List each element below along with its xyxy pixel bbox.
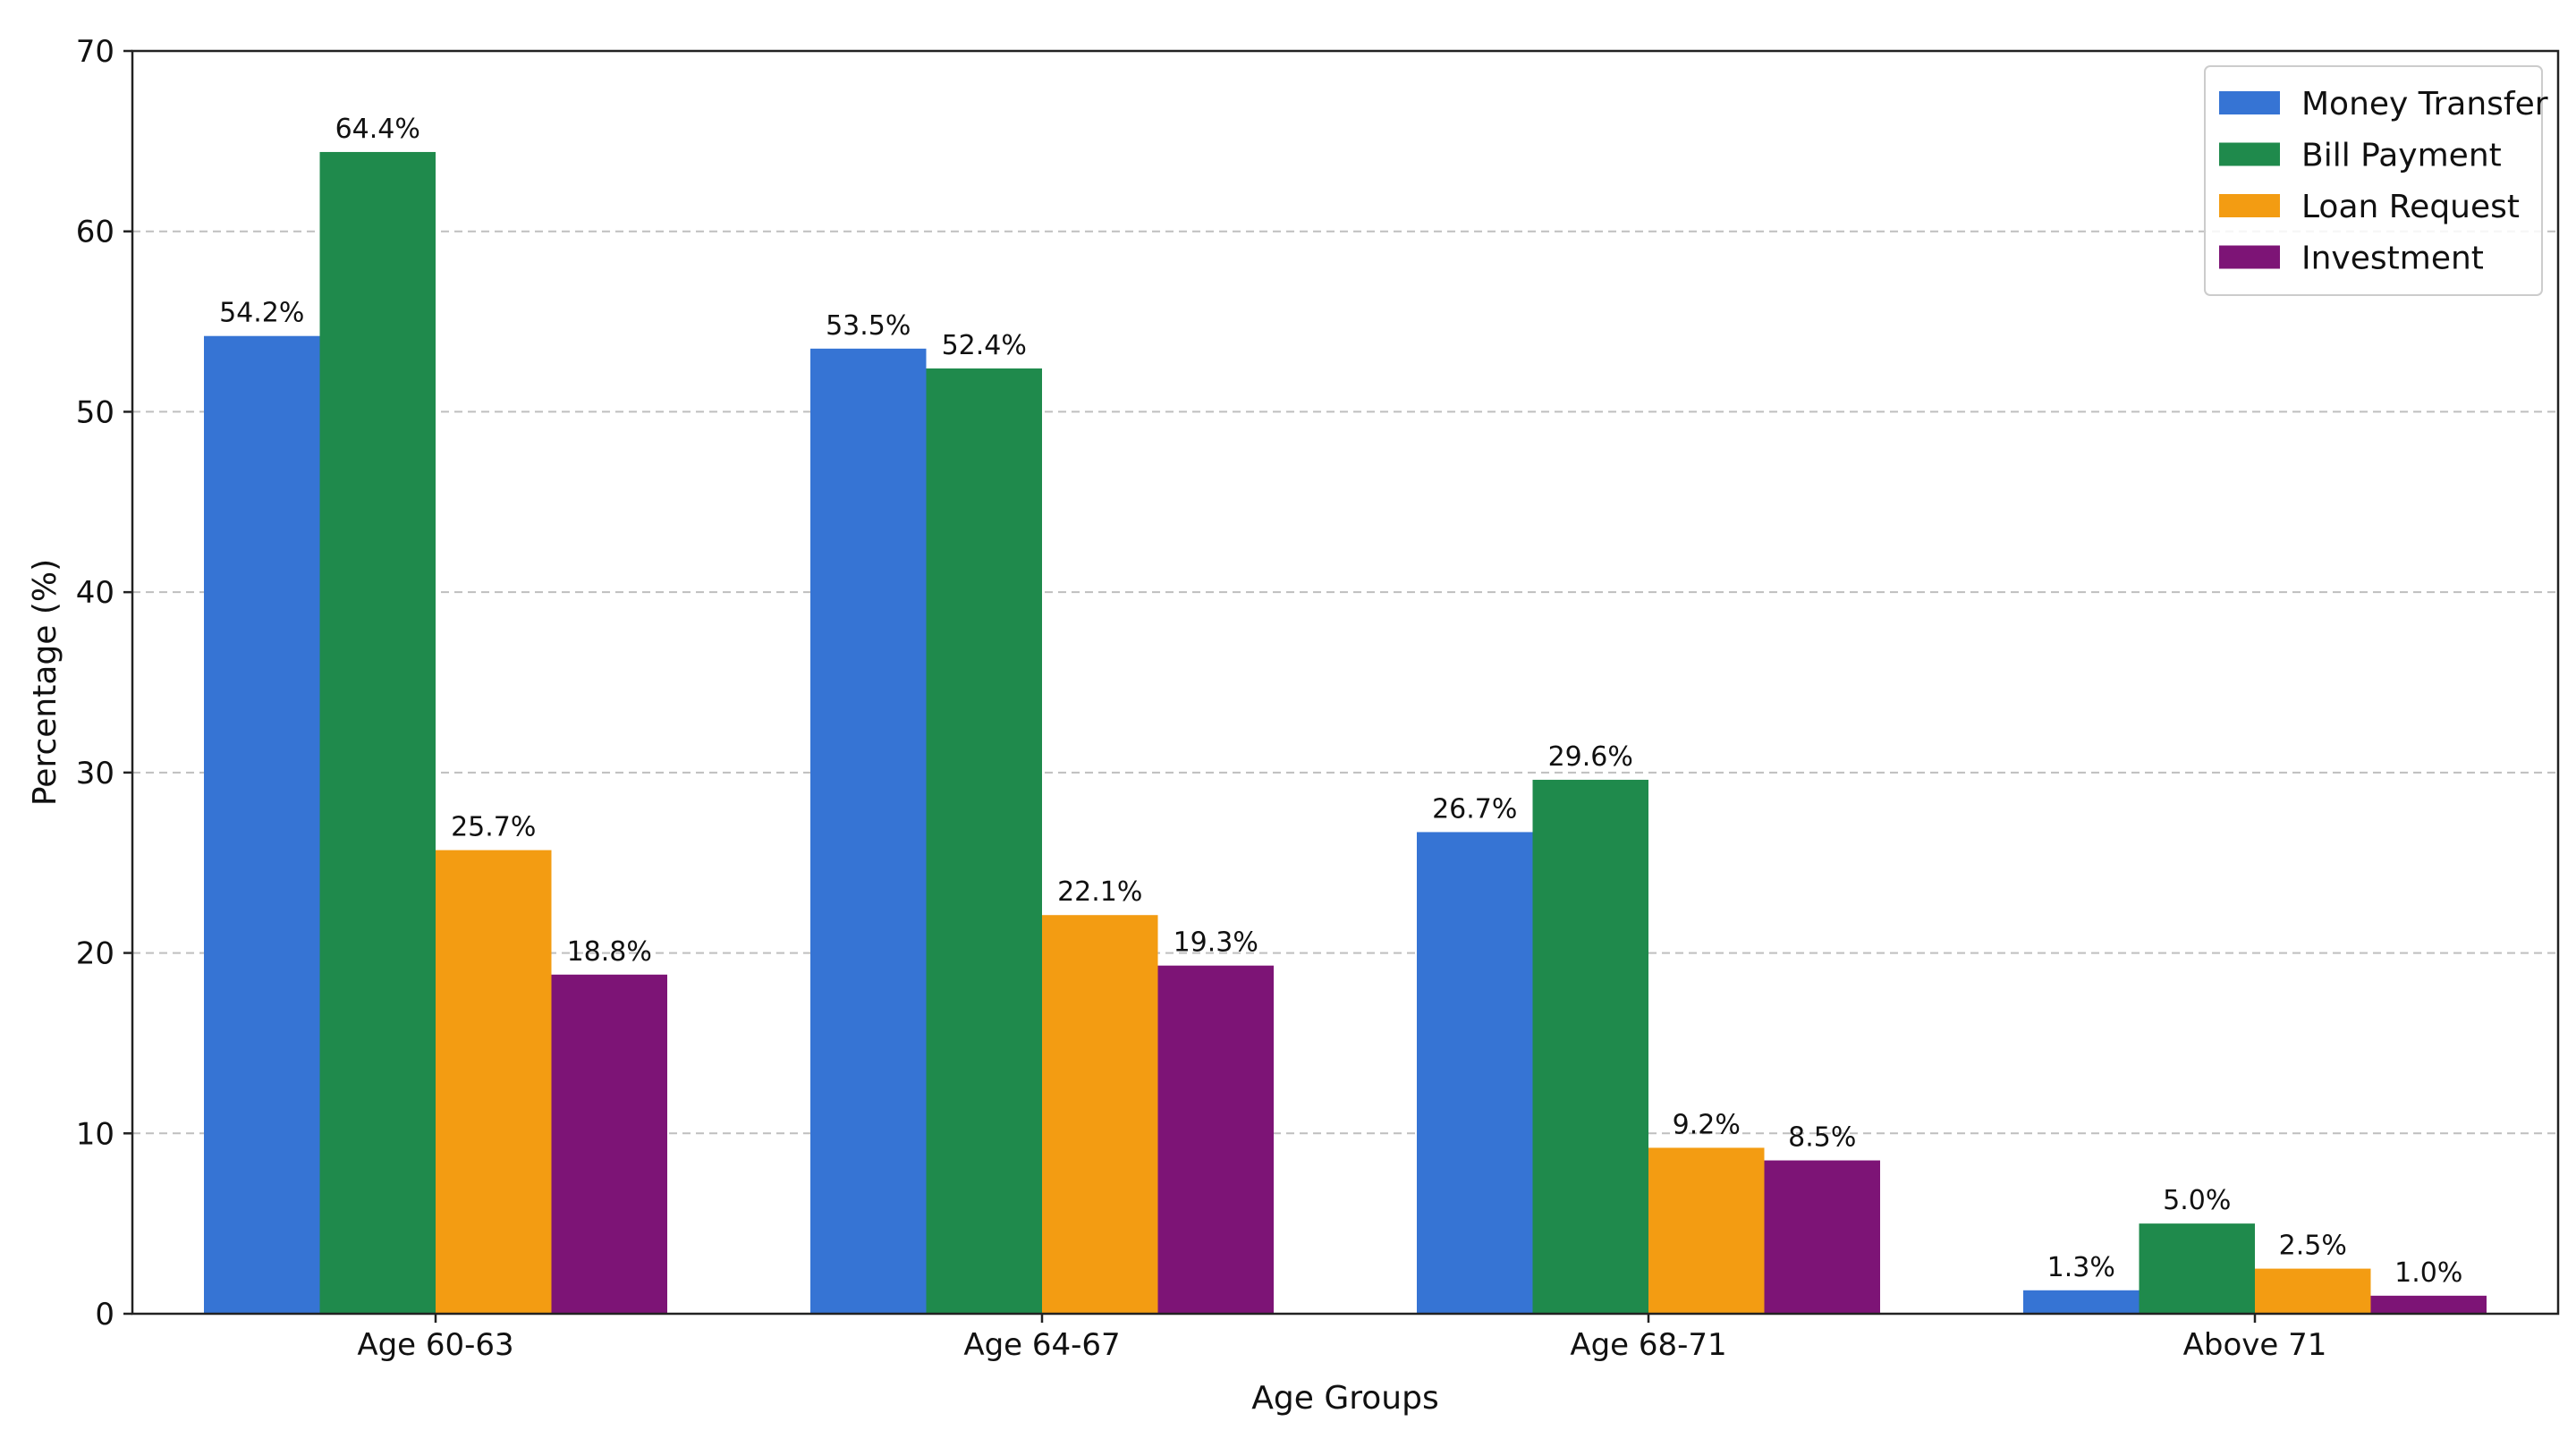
bar-value-label: 8.5% <box>1788 1122 1856 1154</box>
bar-loan-request <box>436 850 552 1314</box>
bar-value-label: 53.5% <box>826 310 911 342</box>
y-tick-label: 30 <box>76 756 114 791</box>
x-tick-label: Age 68-71 <box>1570 1327 1726 1363</box>
bar-money-transfer <box>1417 832 1533 1314</box>
bar-value-label: 5.0% <box>2163 1185 2231 1216</box>
data-labels: 54.2% 64.4% 25.7% 18.8% 53.5% 52.4% 22.1% 19.3%… <box>219 114 2462 1289</box>
x-tick-label: Age 60-63 <box>357 1327 513 1363</box>
bar-value-label: 29.6% <box>1548 741 1633 773</box>
x-axis-title: Age Groups <box>1251 1380 1438 1417</box>
y-tick-label: 70 <box>76 34 114 70</box>
bar-value-label: 52.4% <box>942 330 1027 361</box>
legend-box <box>2204 65 2543 296</box>
bar-value-label: 2.5% <box>2279 1231 2347 1262</box>
bar-value-label: 19.3% <box>1174 927 1258 959</box>
bar-value-label: 54.2% <box>219 298 304 329</box>
y-tick-label: 40 <box>76 575 114 611</box>
plot-frame <box>131 49 2560 1316</box>
legend: Money Transfer Bill Payment Loan Request In… <box>2204 65 2548 296</box>
bar-loan-request <box>1648 1147 1765 1314</box>
bar-money-transfer <box>204 335 320 1315</box>
bar-bill-payment <box>2139 1223 2255 1314</box>
bar-investment <box>551 974 667 1314</box>
legend-swatch <box>2219 142 2280 166</box>
axis-ticks: 0 10 20 30 40 50 60 70 Age 60-63 Age 64-67 Age 68-… <box>76 34 2327 1363</box>
y-tick-label: 60 <box>76 215 114 250</box>
y-tick-label: 50 <box>76 394 114 430</box>
bar-investment <box>2370 1295 2487 1314</box>
bar-money-transfer <box>2023 1290 2140 1314</box>
y-tick-label: 10 <box>76 1116 114 1152</box>
bar-value-label: 22.1% <box>1057 876 1142 908</box>
bar-bill-payment <box>926 368 1042 1315</box>
y-tick-label: 0 <box>95 1297 114 1333</box>
legend-label: Bill Payment <box>2301 138 2502 174</box>
bar-value-label: 26.7% <box>1432 793 1517 825</box>
x-tick-label: Age 64-67 <box>963 1327 1120 1363</box>
y-tick-label: 20 <box>76 936 114 972</box>
legend-swatch <box>2219 194 2280 217</box>
bar-bill-payment <box>319 151 436 1315</box>
bar-money-transfer <box>810 348 927 1314</box>
bar-value-label: 64.4% <box>335 114 420 145</box>
bar-value-label: 18.8% <box>567 936 652 968</box>
legend-swatch <box>2219 91 2280 114</box>
bar-value-label: 1.0% <box>2394 1257 2462 1289</box>
bar-bill-payment <box>1532 779 1648 1314</box>
legend-swatch <box>2219 245 2280 269</box>
y-axis-title: Percentage (%) <box>27 559 64 806</box>
bar-investment <box>1157 965 1274 1314</box>
bar-value-label: 1.3% <box>2047 1252 2115 1283</box>
legend-label: Money Transfer <box>2301 86 2548 123</box>
legend-label: Loan Request <box>2301 189 2520 225</box>
bars <box>204 151 2487 1315</box>
bar-value-label: 9.2% <box>1673 1109 1741 1140</box>
bar-loan-request <box>1042 915 1158 1314</box>
legend-label: Investment <box>2301 241 2484 277</box>
x-tick-label: Above 71 <box>2183 1327 2327 1363</box>
bar-investment <box>1764 1160 1880 1314</box>
bar-value-label: 25.7% <box>451 812 536 843</box>
bar-loan-request <box>2255 1268 2371 1314</box>
